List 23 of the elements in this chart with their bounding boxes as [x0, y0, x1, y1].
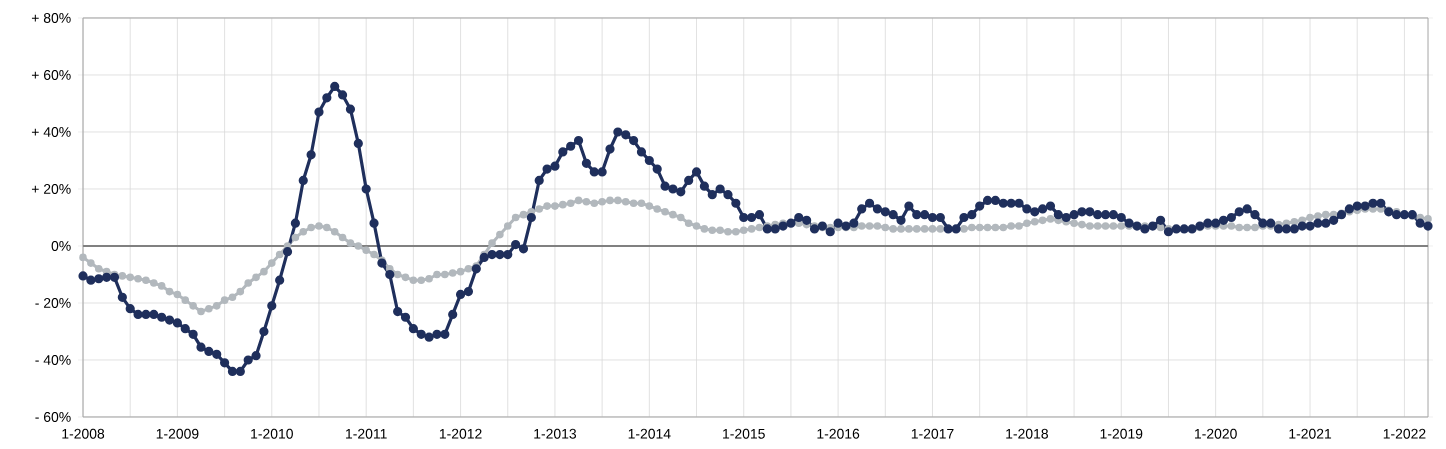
y-tick-label: 0% [51, 241, 71, 251]
y-tick-label: + 60% [31, 70, 71, 80]
x-tick-label: 1-2009 [156, 428, 199, 439]
x-tick-label: 1-2019 [1100, 428, 1143, 439]
x-tick-label: 1-2018 [1006, 428, 1048, 439]
x-tick-label: 1-2016 [817, 428, 860, 439]
x-tick-label: 1-2013 [534, 428, 577, 439]
y-tick-label: - 40% [35, 355, 71, 365]
x-tick-label: 1-2015 [723, 428, 765, 439]
y-tick-label: + 20% [31, 184, 71, 194]
y-tick-label: - 60% [35, 412, 71, 422]
x-tick-label: 1-2014 [628, 428, 671, 439]
x-tick-label: 1-2017 [911, 428, 954, 439]
x-tick-label: 1-2021 [1289, 428, 1332, 439]
x-tick-label: 1-2010 [251, 428, 293, 439]
x-tick-label: 1-2012 [439, 428, 482, 439]
y-tick-label: + 40% [31, 127, 71, 137]
y-tick-label: + 80% [31, 13, 71, 23]
y-tick-label: - 20% [35, 298, 71, 308]
x-tick-label: 1-2011 [346, 428, 387, 439]
x-tick-label: 1-2020 [1195, 428, 1237, 439]
x-tick-label: 1-2022 [1383, 428, 1426, 439]
x-tick-label: 1-2008 [62, 428, 105, 439]
